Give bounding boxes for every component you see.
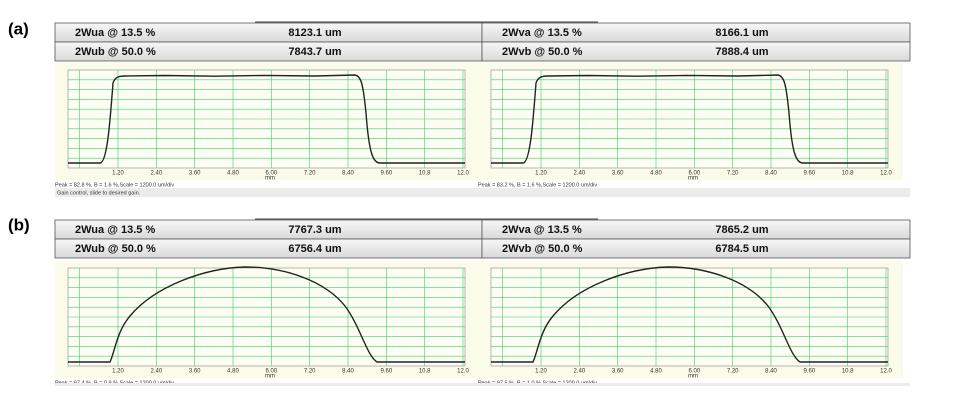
measurement-name: 2Wva @ 13.5 % bbox=[502, 224, 582, 236]
measurement-name: 2Wub @ 50.0 % bbox=[75, 243, 156, 255]
measurement-value: 7843.7 um bbox=[288, 46, 341, 58]
measurement-cell bbox=[481, 238, 911, 259]
x-tick-label: 4.80 bbox=[650, 171, 662, 177]
x-tick-label: 8.40 bbox=[765, 369, 777, 375]
measurement-value: 8123.1 um bbox=[288, 27, 341, 39]
profile-chart: 1.20 2.40 3.60 4.80 6.00 7.20 8.40 9.60 10.8 12.0… bbox=[55, 63, 480, 188]
x-axis-label: mm bbox=[265, 374, 275, 380]
x-tick-label: 9.60 bbox=[803, 369, 815, 375]
profile-chart: 1.20 2.40 3.60 4.80 6.00 7.20 8.40 9.60 10.8 12.0… bbox=[478, 261, 903, 386]
x-tick-label: 6.00 bbox=[265, 171, 277, 177]
x-tick-label: 6.00 bbox=[688, 369, 700, 375]
measurement-name: 2Wvb @ 50.0 % bbox=[502, 46, 583, 58]
x-tick-label: 8.40 bbox=[342, 369, 354, 375]
x-tick-label: 1.20 bbox=[535, 369, 547, 375]
measurement-value: 8166.1 um bbox=[715, 27, 768, 39]
x-tick-label: 2.40 bbox=[573, 171, 585, 177]
x-tick-label: 3.60 bbox=[612, 171, 624, 177]
x-tick-label: 2.40 bbox=[573, 369, 585, 375]
panel-label: (a) bbox=[8, 19, 29, 38]
x-tick-label: 8.40 bbox=[765, 171, 777, 177]
x-tick-label: 10.8 bbox=[842, 171, 854, 177]
x-tick-label: 3.60 bbox=[189, 171, 201, 177]
x-tick-label: 7.20 bbox=[727, 171, 739, 177]
measurement-name: 2Wua @ 13.5 % bbox=[75, 224, 155, 236]
x-tick-label: 4.80 bbox=[650, 369, 662, 375]
x-axis-label: mm bbox=[688, 374, 698, 380]
measurement-name: 2Wva @ 13.5 % bbox=[502, 27, 582, 39]
x-tick-label: 1.20 bbox=[112, 369, 124, 375]
x-tick-label: 12.0 bbox=[880, 171, 892, 177]
x-tick-label: 3.60 bbox=[189, 369, 201, 375]
x-tick-label: 3.60 bbox=[612, 369, 624, 375]
x-tick-label: 12.0 bbox=[880, 369, 892, 375]
x-tick-label: 12.0 bbox=[457, 171, 469, 177]
x-tick-label: 1.20 bbox=[112, 171, 124, 177]
x-tick-label: 4.80 bbox=[227, 171, 239, 177]
x-axis-label: mm bbox=[688, 176, 698, 182]
measurement-cell bbox=[481, 41, 911, 62]
x-tick-label: 6.00 bbox=[688, 171, 700, 177]
profile-chart: 1.20 2.40 3.60 4.80 6.00 7.20 8.40 9.60 10.8 12.0… bbox=[478, 63, 903, 188]
measurement-value: 7888.4 um bbox=[715, 46, 768, 58]
status-text: Gain control, slide to desired gain. bbox=[57, 190, 141, 196]
measurement-value: 6784.5 um bbox=[715, 243, 768, 255]
measurement-name: 2Wvb @ 50.0 % bbox=[502, 243, 583, 255]
x-tick-label: 2.40 bbox=[150, 171, 162, 177]
x-tick-label: 9.60 bbox=[380, 171, 392, 177]
status-bar bbox=[55, 188, 910, 197]
x-tick-label: 9.60 bbox=[380, 369, 392, 375]
x-tick-label: 7.20 bbox=[727, 369, 739, 375]
x-tick-label: 7.20 bbox=[304, 171, 316, 177]
status-bar bbox=[55, 383, 910, 386]
x-tick-label: 10.8 bbox=[842, 369, 854, 375]
measurement-value: 7767.3 um bbox=[288, 224, 341, 236]
panel-label: (b) bbox=[8, 215, 30, 234]
x-axis-label: mm bbox=[265, 176, 275, 182]
x-tick-label: 8.40 bbox=[342, 171, 354, 177]
chart-footer: Peak = 82.8 %, B = 1.6 %,Scale = 1200.0 … bbox=[55, 182, 174, 188]
x-tick-label: 10.8 bbox=[419, 369, 431, 375]
measurement-value: 6756.4 um bbox=[288, 243, 341, 255]
x-tick-label: 9.60 bbox=[803, 171, 815, 177]
x-tick-label: 10.8 bbox=[419, 171, 431, 177]
x-tick-label: 2.40 bbox=[150, 369, 162, 375]
x-tick-label: 1.20 bbox=[535, 171, 547, 177]
x-tick-label: 6.00 bbox=[265, 369, 277, 375]
x-tick-label: 7.20 bbox=[304, 369, 316, 375]
measurement-name: 2Wua @ 13.5 % bbox=[75, 27, 155, 39]
chart-footer: Peak = 83.2 %, B = 1.6 %,Scale = 1200.0 … bbox=[478, 182, 597, 188]
profile-chart: 1.20 2.40 3.60 4.80 6.00 7.20 8.40 9.60 10.8 12.0… bbox=[55, 261, 480, 386]
measurement-name: 2Wub @ 50.0 % bbox=[75, 46, 156, 58]
measurement-value: 7865.2 um bbox=[715, 224, 768, 236]
x-tick-label: 4.80 bbox=[227, 369, 239, 375]
x-tick-label: 12.0 bbox=[457, 369, 469, 375]
